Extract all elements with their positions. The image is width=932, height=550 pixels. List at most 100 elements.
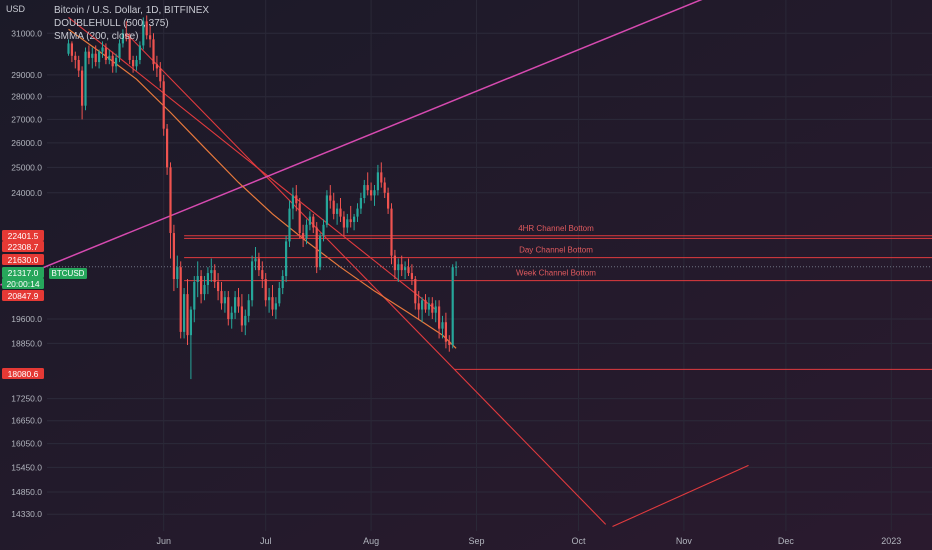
candle [264, 273, 267, 307]
candle [237, 288, 240, 313]
candle [285, 235, 288, 283]
candle [414, 276, 417, 310]
candle [111, 51, 114, 73]
y-tick-label: 16050.0 [11, 439, 42, 449]
candle [291, 187, 294, 220]
candle [383, 177, 386, 199]
price-badge: 22308.7 [2, 241, 44, 252]
candle [186, 279, 189, 346]
candle [230, 306, 233, 329]
candle [176, 255, 179, 289]
y-tick-label: 27000.0 [11, 114, 42, 124]
candle [210, 258, 213, 283]
candle [254, 247, 257, 271]
candle [118, 39, 121, 63]
candle [169, 162, 172, 259]
candle [373, 185, 376, 206]
candle [434, 300, 437, 323]
level-label: 4HR Channel Bottom [518, 224, 594, 233]
candle [332, 192, 335, 220]
indicator-doublehull-label[interactable]: DOUBLEHULL (500, 375) [54, 18, 169, 29]
candle [312, 213, 315, 234]
candle [203, 276, 206, 301]
x-tick-label: Jun [156, 536, 171, 546]
candle [166, 124, 169, 175]
y-tick-label: 16650.0 [11, 416, 42, 426]
candle [370, 182, 373, 201]
y-tick-label: 24000.0 [11, 188, 42, 198]
candle [427, 297, 430, 316]
price-badge-label: 20847.9 [8, 291, 39, 301]
trend-line [68, 16, 437, 311]
candle [410, 264, 413, 286]
price-badge: 20847.9 [2, 290, 44, 301]
candle [349, 205, 352, 228]
hull-curve [68, 28, 457, 349]
trend-line [125, 32, 607, 525]
candle [91, 47, 94, 69]
time-axis[interactable]: Jun Jul Aug Sep Oct Nov Dec 2023 [156, 536, 901, 546]
candle [376, 164, 379, 196]
price-badge-label: 21630.0 [8, 255, 39, 265]
candle [288, 200, 291, 248]
candle [240, 294, 243, 332]
candle [121, 29, 124, 48]
price-axis[interactable]: 31000.0 29000.0 28000.0 27000.0 26000.0 25000… [2, 28, 87, 519]
price-unit-label: USD [6, 4, 26, 14]
candle [438, 300, 441, 339]
candle [74, 51, 77, 69]
trend-line [0, 0, 703, 286]
x-tick-label: Sep [468, 536, 484, 546]
candle [251, 255, 254, 307]
candle [152, 33, 155, 71]
price-badge-label: 22401.5 [8, 231, 39, 241]
candle [261, 261, 264, 289]
candle [217, 273, 220, 301]
candle [315, 222, 318, 274]
price-badge: 20:00:14 [2, 278, 44, 289]
candle [298, 198, 301, 239]
trend-line [612, 464, 749, 528]
price-badge-label: 18080.6 [8, 369, 39, 379]
price-badge-label: 20:00:14 [6, 279, 39, 289]
candle [404, 261, 407, 280]
candle [390, 203, 393, 265]
candle [274, 297, 277, 320]
candle [363, 179, 366, 204]
candle [77, 55, 80, 78]
candle [431, 297, 434, 320]
price-badge: 18080.6 [2, 368, 44, 379]
candle [353, 213, 356, 231]
candle [257, 252, 260, 277]
candle [407, 258, 410, 277]
y-tick-label: 17250.0 [11, 394, 42, 404]
x-tick-label: Dec [778, 536, 795, 546]
candle [366, 172, 369, 196]
price-badge-label: 22308.7 [8, 242, 39, 252]
candle [455, 261, 458, 277]
indicator-smma-label[interactable]: SMMA (200, close) [54, 31, 139, 42]
y-tick-label: 14330.0 [11, 509, 42, 519]
candle [101, 41, 104, 58]
chart-title[interactable]: Bitcoin / U.S. Dollar, 1D, BITFINEX [54, 5, 210, 16]
candle [387, 187, 390, 214]
price-badge-label: 21317.0 [8, 268, 39, 278]
candle [196, 261, 199, 298]
candle [339, 198, 342, 223]
y-tick-label: 29000.0 [11, 70, 42, 80]
candle [200, 270, 203, 304]
candle [189, 306, 192, 380]
candle [448, 335, 451, 352]
symbol-tag[interactable]: BTCUSD [49, 268, 87, 279]
symbol-tag-label: BTCUSD [52, 269, 85, 278]
candle [393, 249, 396, 280]
candle [234, 291, 237, 320]
candle [227, 291, 230, 326]
level-labels: 4HR Channel Bottom Day Channel Bottom Week… [516, 224, 596, 278]
candle [172, 224, 175, 292]
candle [380, 162, 383, 188]
trend-lines [0, 0, 932, 528]
candle [336, 203, 339, 225]
